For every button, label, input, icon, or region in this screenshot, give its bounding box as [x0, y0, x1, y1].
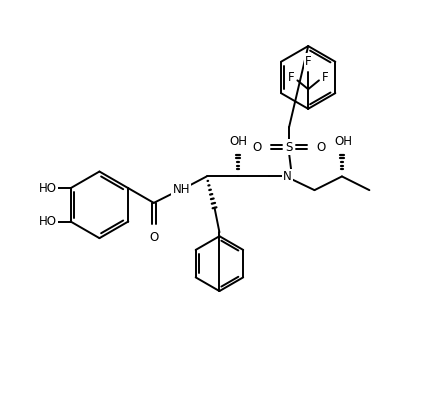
Text: F: F [322, 71, 328, 84]
Text: NH: NH [173, 183, 190, 196]
Text: F: F [288, 71, 294, 84]
Text: N: N [283, 170, 291, 183]
Text: O: O [149, 231, 159, 244]
Text: HO: HO [39, 182, 57, 195]
Text: OH: OH [229, 135, 247, 148]
Text: S: S [285, 141, 293, 154]
Text: OH: OH [334, 135, 352, 148]
Text: HO: HO [39, 215, 57, 228]
Text: O: O [317, 141, 326, 154]
Text: O: O [252, 141, 261, 154]
Text: F: F [305, 55, 311, 68]
